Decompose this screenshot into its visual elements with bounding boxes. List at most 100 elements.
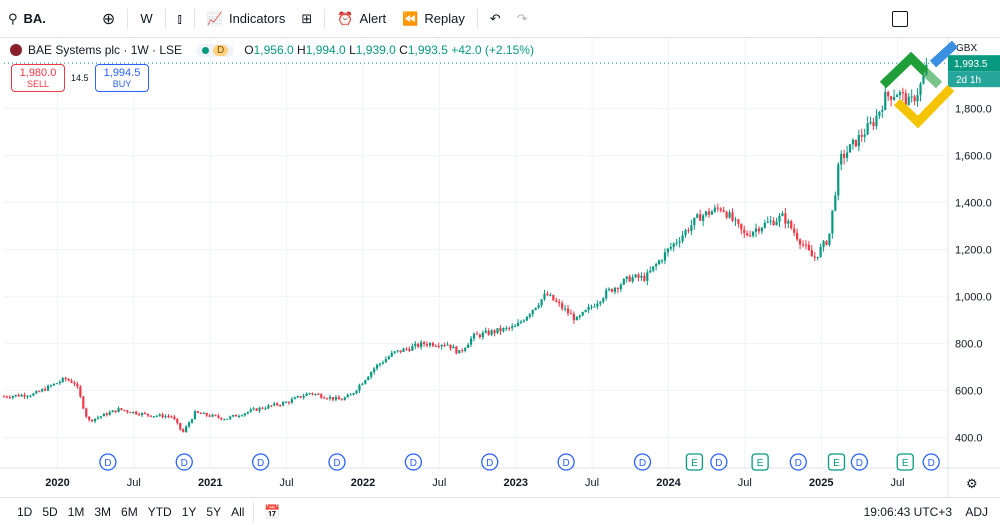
redo-button[interactable]: ↷ xyxy=(509,0,536,37)
alarm-clock-icon: ⏰ xyxy=(337,10,354,26)
candle-body xyxy=(819,246,822,257)
range-button-1d[interactable]: 1D xyxy=(17,504,33,519)
last-price-label: 1,993.5 xyxy=(954,59,988,70)
compare-button[interactable]: ⊕ xyxy=(94,0,123,37)
candle-body xyxy=(311,393,314,395)
close-value: 1,993.5 xyxy=(407,43,448,57)
interval-button[interactable]: W xyxy=(132,0,160,37)
candle-body xyxy=(875,115,878,127)
x-tick-label: 2023 xyxy=(503,477,527,489)
clock[interactable]: 19:06:43 UTC+3 xyxy=(863,505,952,519)
candle-body xyxy=(317,393,320,395)
candle-body xyxy=(208,415,211,417)
candle-body xyxy=(537,305,540,308)
undo-icon: ↶ xyxy=(489,10,501,26)
candle-body xyxy=(258,407,261,411)
buy-button[interactable]: 1,994.5 BUY xyxy=(95,64,149,92)
candle-body xyxy=(449,344,452,349)
candle-body xyxy=(29,395,32,397)
candle-body xyxy=(561,303,564,309)
spread-value: 14.5 xyxy=(71,73,89,83)
candle-body xyxy=(140,413,144,416)
market-status[interactable]: D xyxy=(196,43,235,57)
calendar-icon[interactable]: 📅 xyxy=(264,503,281,519)
candle-body xyxy=(663,252,667,261)
x-tick-label: 2025 xyxy=(809,477,833,489)
candle-body xyxy=(405,348,408,350)
candle-body xyxy=(296,396,299,398)
range-button-1y[interactable]: 1Y xyxy=(181,504,197,519)
candle-body xyxy=(502,328,505,332)
undo-button[interactable]: ↶ xyxy=(482,0,509,37)
event-marker-label: D xyxy=(928,458,935,469)
range-button-1m[interactable]: 1M xyxy=(67,504,85,519)
y-tick-label: 1,800.0 xyxy=(955,104,992,116)
candle-body xyxy=(860,135,863,137)
dividend-marker-icon xyxy=(404,453,423,471)
price-axis: 400.0 600.0 800.0 1,000.0 1,200.0 1,400.0 1,60… xyxy=(947,38,1000,497)
x-tick-label: Jul xyxy=(585,477,599,489)
candle-body xyxy=(323,397,326,399)
candle-body xyxy=(781,213,784,216)
x-tick-label: 2024 xyxy=(656,477,681,489)
range-button-3m[interactable]: 3M xyxy=(94,504,112,519)
candle-body xyxy=(326,398,329,400)
candle-body xyxy=(52,383,56,386)
candle-body xyxy=(61,377,64,382)
candle-body xyxy=(822,241,825,247)
range-button-ytd[interactable]: YTD xyxy=(147,504,172,519)
replay-button[interactable]: ⏪ Replay xyxy=(394,0,473,37)
candle-body xyxy=(320,394,323,398)
candle-body xyxy=(434,345,437,347)
candle-body xyxy=(284,402,288,404)
adj-toggle[interactable]: ADJ xyxy=(965,505,988,519)
candle-body xyxy=(41,389,44,392)
candle-body xyxy=(672,243,675,248)
candle-body xyxy=(731,212,734,221)
candle-body xyxy=(916,95,919,102)
symbol-search[interactable]: ⚲ BA. xyxy=(0,0,54,37)
dividend-marker-icon xyxy=(481,453,499,471)
candle-body xyxy=(511,326,514,329)
candle-body xyxy=(581,311,584,316)
candle-body xyxy=(132,411,135,413)
candle-body xyxy=(414,343,417,347)
chart-type-button[interactable]: ⫾ xyxy=(170,0,190,37)
range-button-6m[interactable]: 6M xyxy=(121,504,138,519)
candlestick-icon: ⫾ xyxy=(177,10,182,26)
candle-body xyxy=(801,244,805,246)
candle-body xyxy=(461,350,464,352)
range-button-5d[interactable]: 5D xyxy=(42,504,58,519)
candle-body xyxy=(190,419,194,423)
x-tick-label: 2021 xyxy=(198,477,222,489)
alert-button[interactable]: ⏰ Alert xyxy=(329,0,394,37)
candle-body xyxy=(120,408,123,410)
candle-body xyxy=(176,419,179,423)
dividend-marker-icon xyxy=(251,453,270,471)
candle-body xyxy=(913,96,916,102)
y-tick-label: 1,000.0 xyxy=(955,292,992,304)
sell-button[interactable]: 1,980.0 SELL xyxy=(11,64,65,92)
candle-body xyxy=(643,275,646,281)
candle-body xyxy=(840,153,843,165)
dividend-marker-icon xyxy=(633,453,652,471)
candle-body xyxy=(766,221,769,223)
candle-body xyxy=(845,152,849,158)
bottom-toolbar: 1D 5D 1M 3M 6M YTD 1Y 5Y All 📅 19:06:43 UTC+3 AD… xyxy=(0,497,1000,525)
candle-body xyxy=(129,412,132,414)
templates-button[interactable]: ⊞ xyxy=(293,0,320,37)
sell-price: 1,980.0 xyxy=(19,67,57,79)
indicators-button[interactable]: 📈 Indicators xyxy=(199,0,294,37)
candle-body xyxy=(396,350,399,352)
candle-body xyxy=(417,343,420,347)
candle-body xyxy=(240,415,244,417)
range-button-all[interactable]: All xyxy=(231,504,245,519)
chart-title[interactable]: BAE Systems plc · 1W · LSE xyxy=(28,43,183,57)
fullscreen-icon[interactable] xyxy=(892,11,908,27)
candle-body xyxy=(149,415,152,417)
candle-body xyxy=(343,397,346,400)
candle-body xyxy=(605,290,608,299)
price-chart[interactable]: 400.0 600.0 800.0 1,000.0 1,200.0 1,400.0 1,60… xyxy=(0,38,1000,497)
range-button-5y[interactable]: 5Y xyxy=(206,504,222,519)
candle-body xyxy=(455,346,458,354)
